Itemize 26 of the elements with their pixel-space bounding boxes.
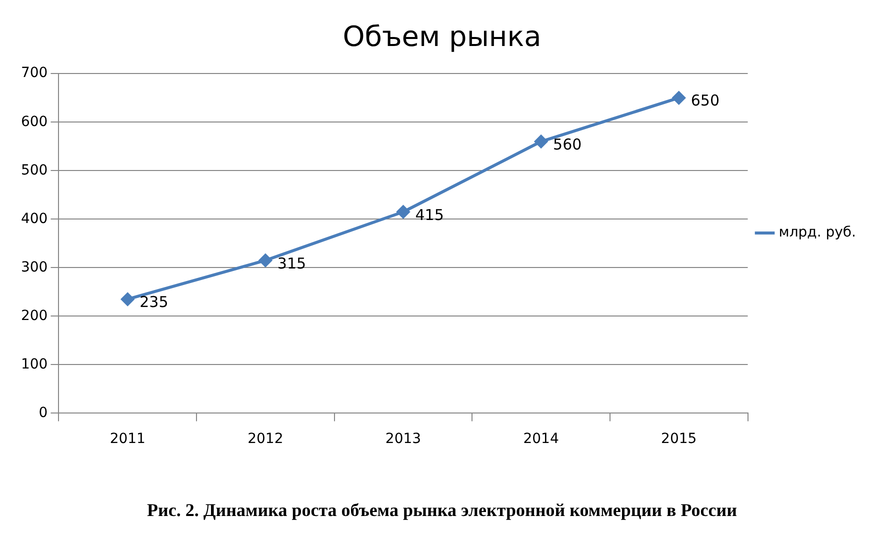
x-tick-label: 2013: [385, 431, 422, 448]
x-tick-label: 2012: [248, 431, 284, 448]
legend-label: млрд. руб.: [778, 224, 856, 241]
text: Рис. 2. Динамика роста объема рынка электронной коммерции в России: [146, 500, 738, 521]
data-label: 235: [140, 293, 168, 312]
data-label: 650: [690, 92, 720, 110]
x-tick-label: 2011: [110, 431, 146, 448]
x-tick-label: 2014: [523, 431, 559, 448]
y-tick-label: 0: [38, 404, 48, 421]
y-tick-label: 500: [20, 162, 48, 178]
point: [672, 91, 686, 104]
point: [534, 135, 548, 148]
x-tick-label: 2015: [661, 431, 697, 448]
y-tick-label: 400: [20, 210, 48, 227]
chart-title: Объем рынка: [342, 20, 542, 54]
data-label: 315: [277, 254, 306, 272]
point: [258, 254, 272, 267]
y-tick-label: 200: [20, 308, 48, 324]
point: [396, 205, 410, 218]
y-tick-label: 300: [20, 259, 48, 276]
data-label: 560: [553, 135, 582, 154]
y-tick-label: 600: [20, 114, 48, 130]
y-tick-label: 100: [20, 356, 48, 372]
y-tick-label: 700: [20, 65, 48, 82]
data-label: 415: [415, 206, 444, 224]
point: [121, 292, 134, 306]
